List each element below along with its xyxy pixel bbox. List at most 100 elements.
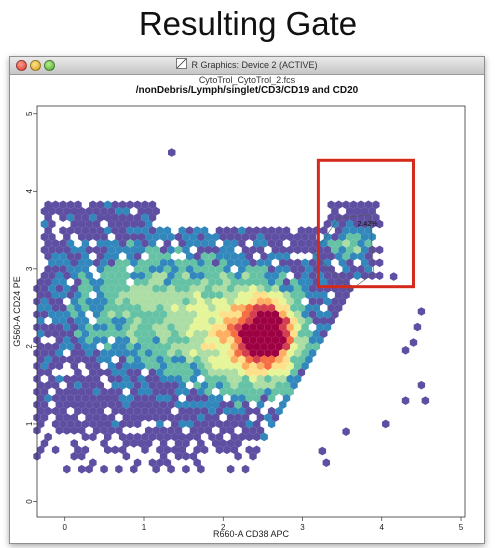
hexbin-cell bbox=[159, 271, 168, 280]
hexbin-cell bbox=[59, 316, 67, 326]
hexbin-cell bbox=[301, 245, 309, 255]
hexbin-cell bbox=[92, 387, 101, 397]
hexbin-cell bbox=[204, 258, 212, 268]
y-tick-label: 1 bbox=[25, 421, 34, 426]
hexbin-cell bbox=[189, 297, 198, 306]
x-tick-label: 4 bbox=[380, 523, 385, 532]
hexbin-cell bbox=[275, 329, 283, 338]
hexbin-cell bbox=[312, 329, 320, 338]
hexbin-cell bbox=[186, 419, 194, 429]
hexbin-cell bbox=[167, 284, 175, 293]
hexbin-cell bbox=[182, 297, 190, 306]
hexbin-cell bbox=[78, 297, 86, 306]
hexbin-cell bbox=[37, 303, 45, 313]
minimize-window-button[interactable] bbox=[30, 60, 41, 71]
hexbin-cell bbox=[96, 419, 104, 429]
hexbin-cell bbox=[48, 271, 56, 280]
hexbin-cell bbox=[253, 226, 261, 235]
hexbin-cell bbox=[253, 264, 261, 274]
hexbin-cell bbox=[219, 439, 227, 448]
hexbin-cell bbox=[89, 406, 97, 416]
hexbin-cell bbox=[271, 413, 280, 422]
y-tick-label: 3 bbox=[25, 266, 34, 271]
hexbin-cell bbox=[51, 239, 60, 248]
hexbin-cell bbox=[208, 355, 216, 364]
hexbin-cell bbox=[219, 348, 227, 358]
hexbin-outlier-cell bbox=[168, 148, 176, 157]
zoom-window-button[interactable] bbox=[44, 60, 55, 71]
close-window-button[interactable] bbox=[16, 60, 27, 71]
hexbin-cell bbox=[230, 368, 239, 377]
hexbin-cell bbox=[74, 368, 82, 377]
hexbin-cell bbox=[204, 271, 212, 280]
hexbin-cell bbox=[275, 316, 283, 326]
hexbin-cell bbox=[267, 393, 276, 403]
hexbin-outlier-cell bbox=[413, 322, 422, 332]
hexbin-cell bbox=[137, 245, 145, 255]
hexbin-cell bbox=[156, 277, 164, 287]
hexbin-cell bbox=[267, 368, 276, 377]
hexbin-cell bbox=[59, 329, 67, 338]
hexbin-cell bbox=[118, 368, 127, 377]
hexbin-cell bbox=[353, 206, 361, 216]
hexbin-cell bbox=[323, 271, 332, 280]
hexbin-cell bbox=[163, 368, 172, 377]
plot-panel-frame bbox=[36, 105, 466, 518]
hexbin-cell bbox=[226, 464, 235, 474]
hexbin-cell bbox=[130, 374, 138, 384]
hexbin-cell bbox=[171, 290, 179, 300]
hexbin-cell bbox=[182, 323, 190, 332]
hexbin-cell bbox=[264, 374, 272, 384]
hexbin-cell bbox=[267, 329, 276, 338]
hexbin-cell bbox=[308, 297, 317, 306]
hexbin-cell bbox=[286, 348, 294, 358]
hexbin-cell bbox=[308, 271, 317, 280]
hexbin-cell bbox=[286, 310, 294, 319]
hexbin-cell bbox=[85, 348, 93, 358]
hexbin-cell bbox=[215, 277, 224, 287]
hexbin-cell bbox=[178, 264, 186, 274]
hexbin-cell bbox=[156, 290, 164, 300]
hexbin-cell bbox=[256, 271, 265, 280]
hexbin-cell bbox=[223, 264, 231, 274]
hexbin-cell bbox=[70, 439, 78, 448]
hexbin-cell bbox=[174, 245, 183, 255]
hexbin-cell bbox=[141, 290, 149, 300]
hexbin-cell bbox=[305, 264, 313, 274]
hexbin-cell bbox=[40, 310, 49, 319]
hexbin-cell bbox=[37, 290, 45, 300]
hexbin-cell bbox=[334, 226, 343, 235]
hexbin-cell bbox=[118, 200, 127, 210]
hexbin-cell bbox=[212, 361, 220, 371]
hexbin-cell bbox=[44, 381, 52, 390]
hexbin-cell bbox=[115, 232, 123, 242]
hexbin-cell bbox=[92, 297, 101, 306]
hexbin-cell bbox=[81, 381, 90, 390]
hexbin-cell bbox=[219, 271, 227, 280]
hexbin-cell bbox=[167, 323, 175, 332]
hexbin-cell bbox=[66, 355, 75, 364]
hexbin-cell bbox=[186, 239, 194, 248]
hexbin-cell bbox=[275, 342, 283, 351]
hexbin-cell bbox=[171, 355, 179, 364]
hexbin-cell bbox=[290, 277, 298, 287]
hexbin-cell bbox=[204, 387, 212, 397]
window-titlebar[interactable]: R Graphics: Device 2 (ACTIVE) bbox=[10, 57, 484, 75]
hexbin-cell bbox=[241, 348, 250, 358]
hexbin-cell bbox=[212, 271, 220, 280]
hexbin-cell bbox=[215, 264, 224, 274]
hexbin-cell bbox=[81, 316, 90, 326]
hexbin-cell bbox=[85, 232, 93, 242]
hexbin-cell bbox=[137, 335, 145, 345]
hexbin-cell bbox=[148, 252, 157, 261]
hexbin-cell bbox=[234, 335, 242, 345]
hexbin-cell bbox=[178, 277, 186, 287]
hexbin-cell bbox=[70, 310, 78, 319]
hexbin-cell bbox=[267, 252, 276, 261]
hexbin-cell bbox=[156, 342, 164, 351]
hexbin-cell bbox=[141, 393, 149, 403]
hexbin-outlier-cell bbox=[322, 458, 330, 467]
hexbin-cell bbox=[234, 439, 242, 448]
hexbin-cell bbox=[85, 258, 93, 268]
hexbin-cell bbox=[316, 335, 324, 345]
